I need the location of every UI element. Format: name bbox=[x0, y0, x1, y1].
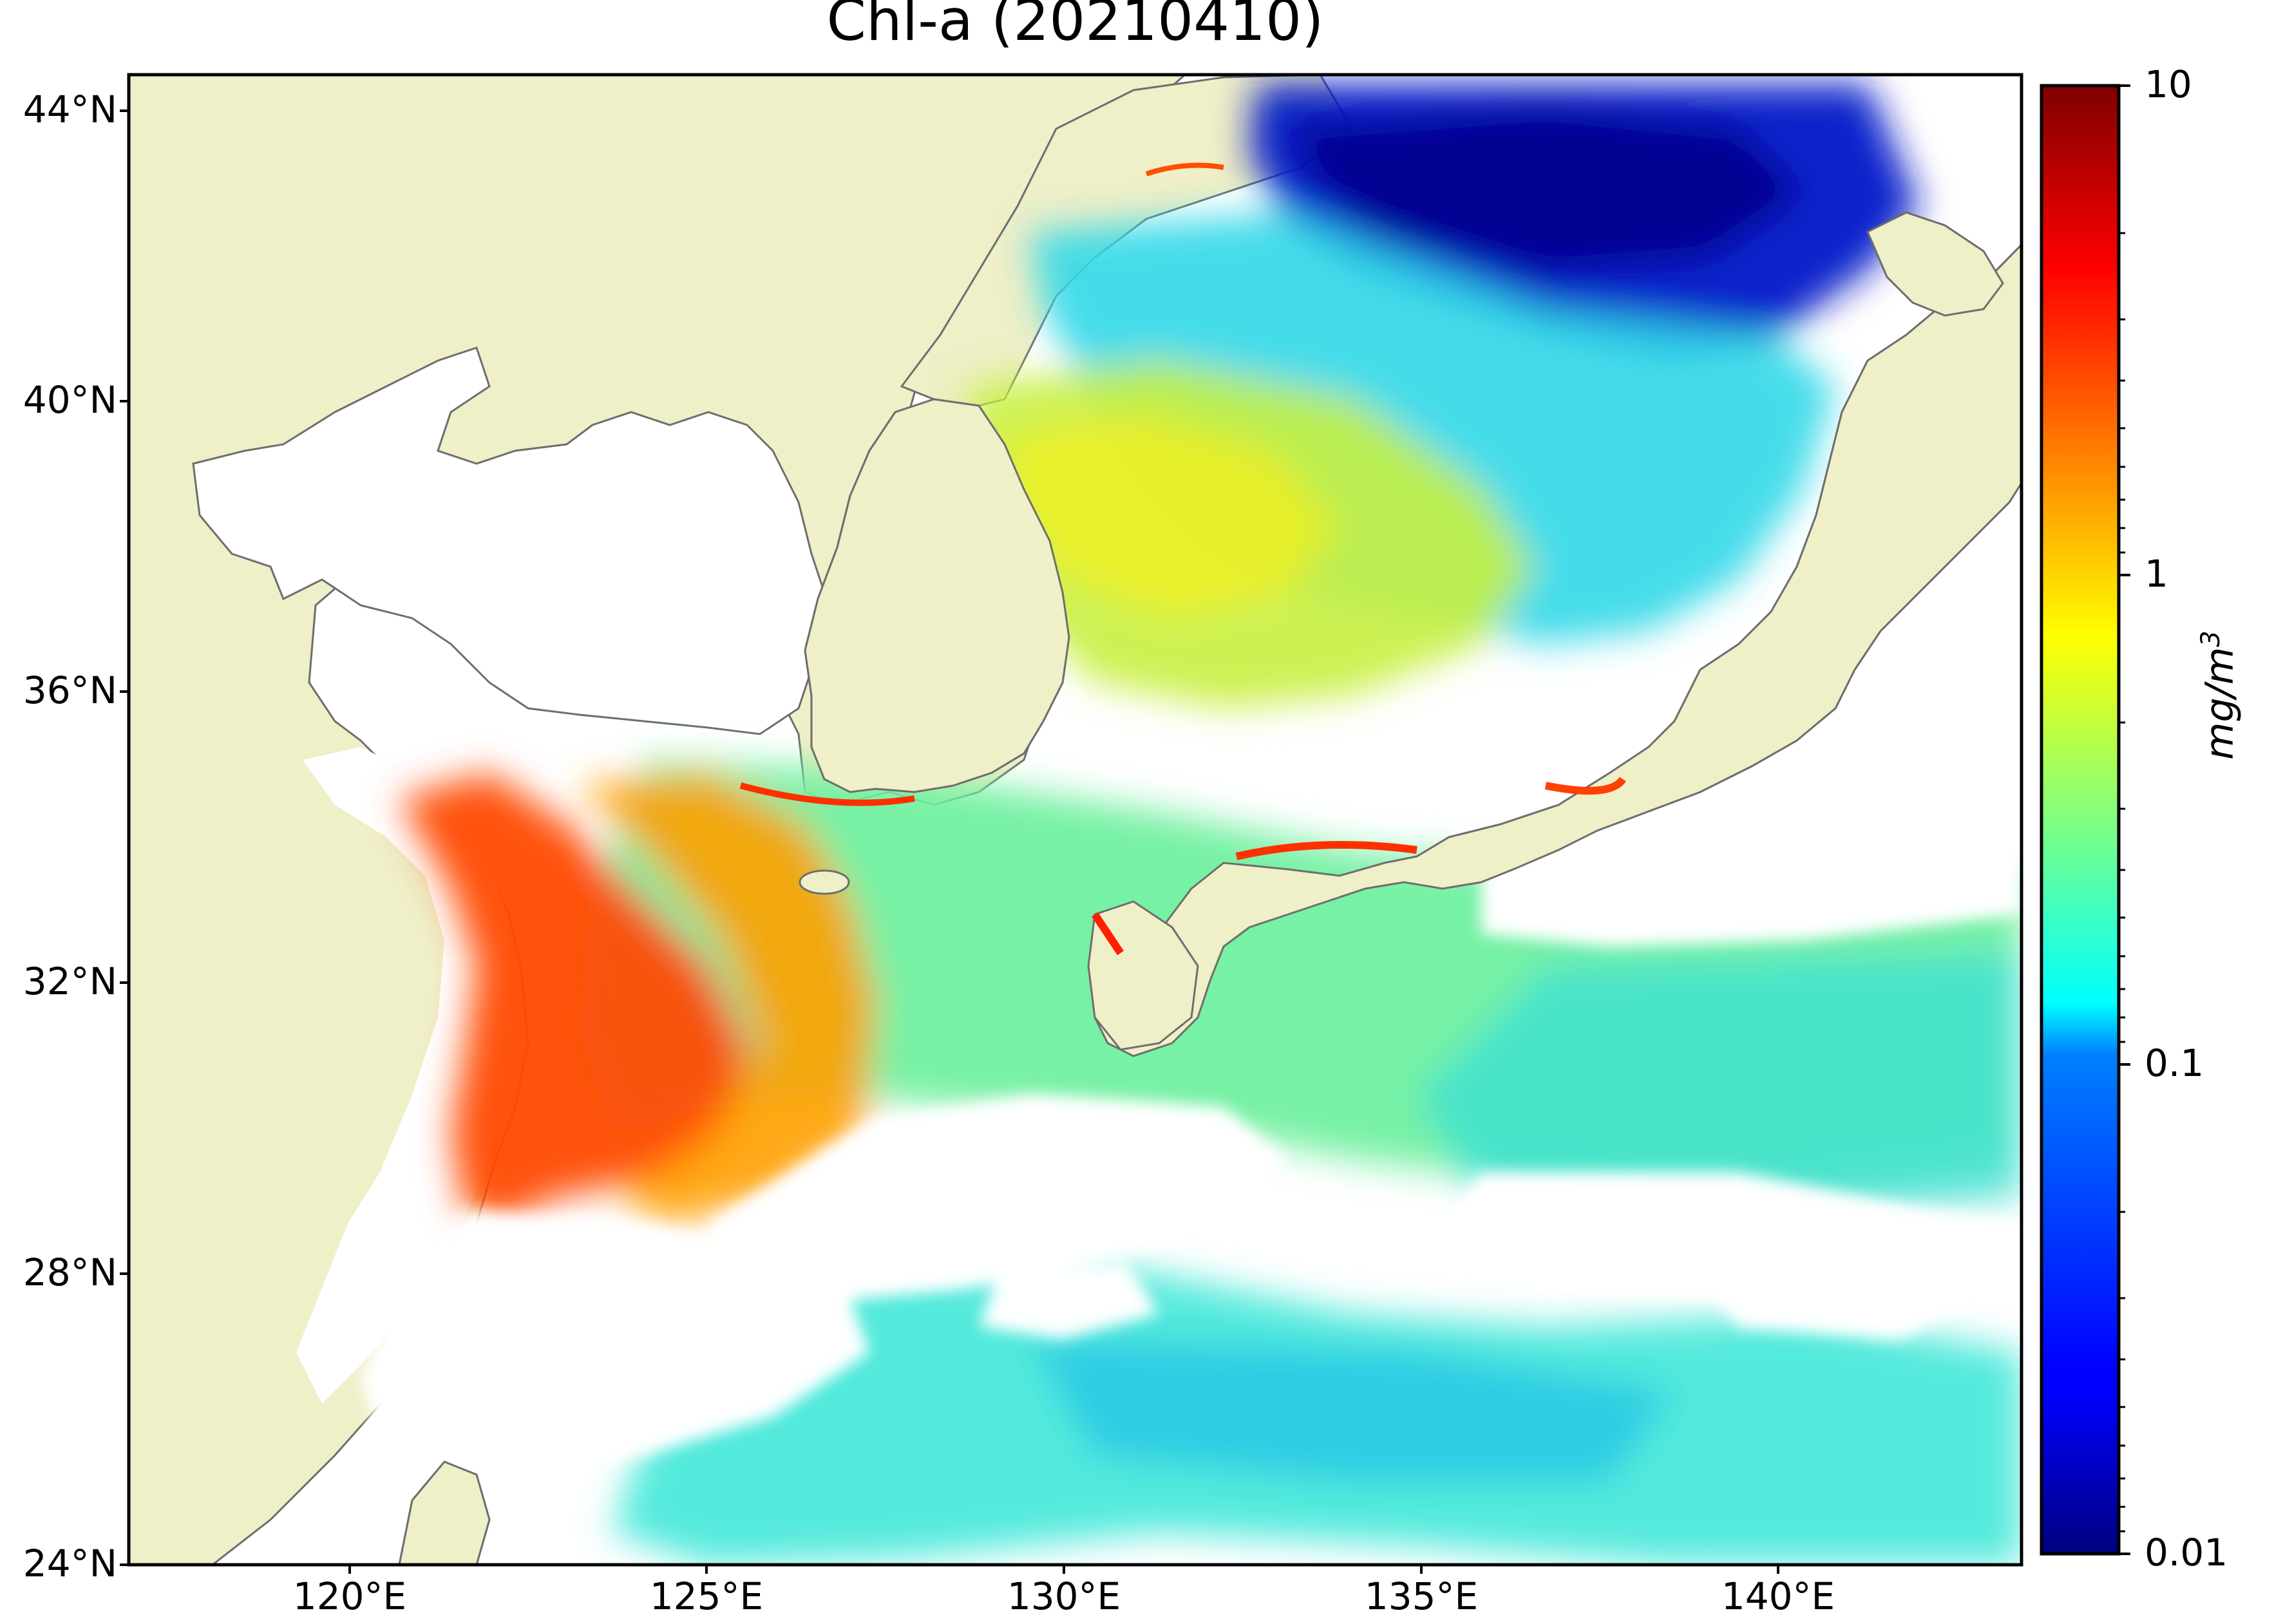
colorbar-unit-label: mg/m3 bbox=[2196, 630, 2242, 760]
colorbar-tick-label: 10 bbox=[2145, 62, 2192, 106]
lon-label: 140°E bbox=[1721, 1574, 1835, 1618]
cloud-patches bbox=[361, 798, 2022, 1481]
map-title: Chl-a (20210410) bbox=[826, 0, 1324, 53]
colorbar-unit-exponent: 3 bbox=[2196, 630, 2226, 647]
colorbar-tick-label: 0.01 bbox=[2145, 1531, 2228, 1574]
lon-label: 130°E bbox=[1007, 1574, 1121, 1618]
chl-field bbox=[399, 84, 2022, 1565]
colorbar-unit-text: mg/m bbox=[2197, 647, 2242, 760]
colorbar-tick-label: 1 bbox=[2145, 552, 2168, 596]
lat-ticks bbox=[120, 109, 129, 1566]
lat-label: 24°N bbox=[23, 1542, 117, 1585]
lat-label: 44°N bbox=[23, 88, 117, 131]
lon-label: 120°E bbox=[292, 1574, 407, 1618]
lon-label: 125°E bbox=[649, 1574, 764, 1618]
lat-label: 36°N bbox=[23, 668, 117, 712]
lat-label: 28°N bbox=[23, 1251, 117, 1294]
lat-label: 32°N bbox=[23, 959, 117, 1003]
lon-label: 135°E bbox=[1364, 1574, 1479, 1618]
bohai-white bbox=[192, 346, 832, 735]
colorbar-minor-ticks bbox=[2119, 232, 2125, 1533]
colorbar bbox=[2040, 84, 2121, 1556]
map-frame bbox=[127, 73, 2023, 1567]
colorbar-tick-label: 0.1 bbox=[2145, 1041, 2204, 1085]
lon-ticks bbox=[348, 1565, 1779, 1574]
lat-label: 40°N bbox=[23, 378, 117, 422]
colorbar-ticks bbox=[2119, 84, 2130, 1555]
